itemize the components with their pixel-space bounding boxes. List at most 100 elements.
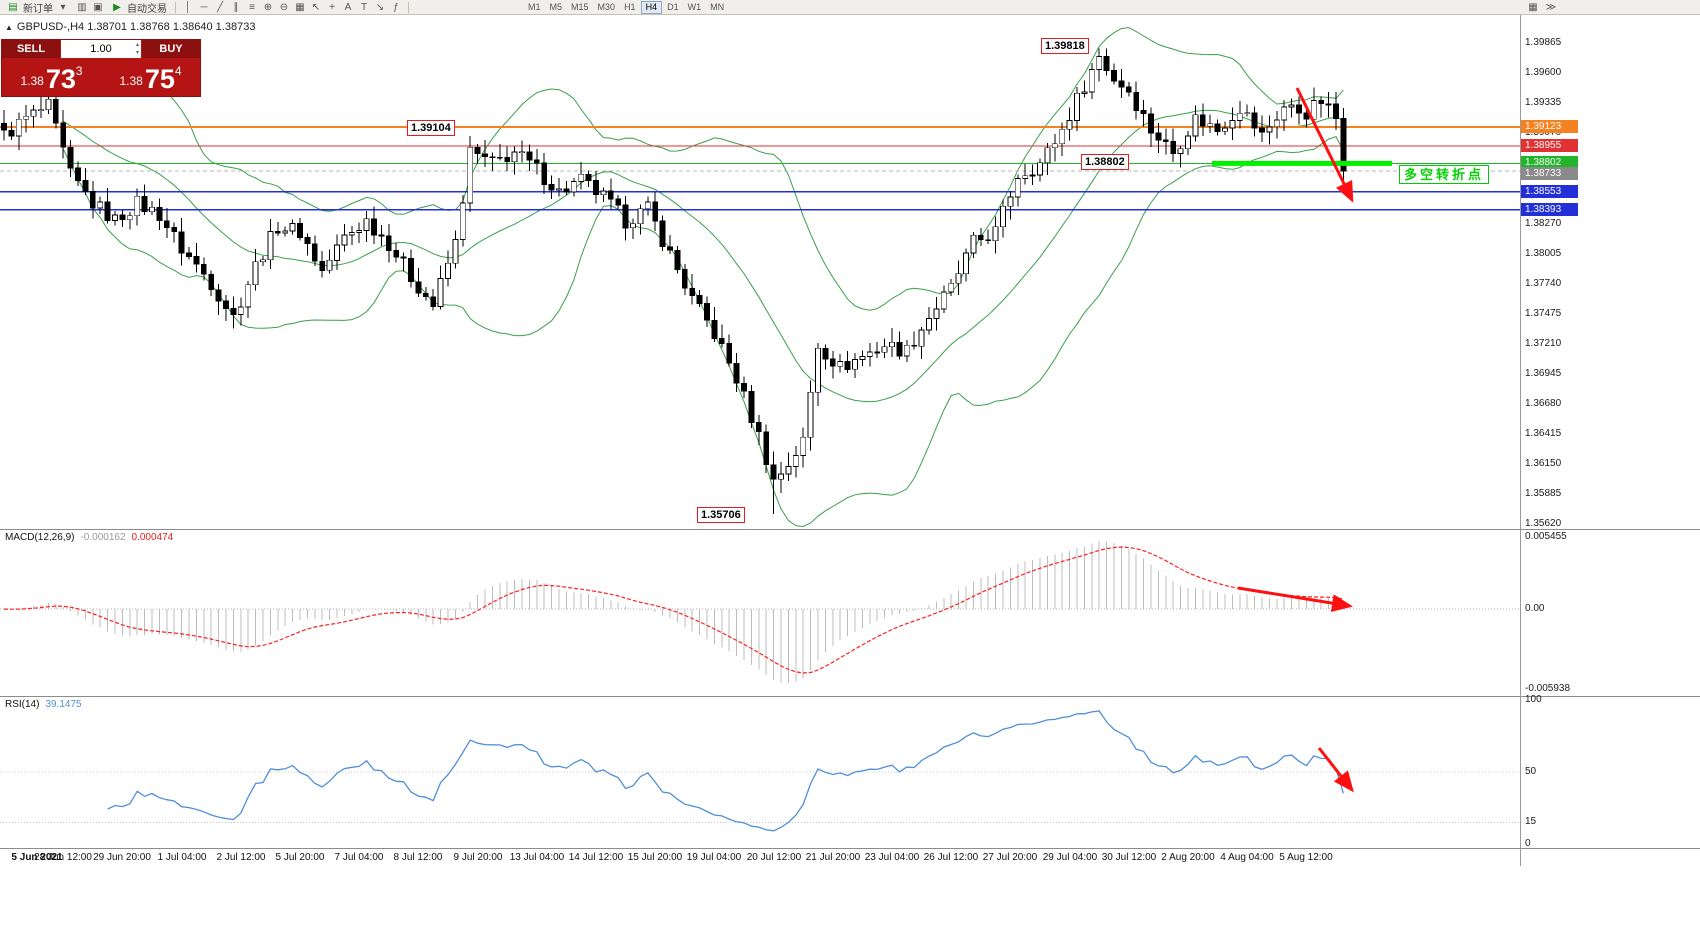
spinner-down-icon[interactable]: ▾ (135, 50, 139, 56)
rsi-axis-label: 100 (1525, 694, 1542, 705)
rsi-header: RSI(14) 39.1475 (5, 699, 82, 710)
time-axis-label: 26 Jul 12:00 (923, 852, 979, 863)
price-axis-label: 1.35620 (1525, 518, 1562, 529)
rsi-label: RSI(14) (5, 699, 40, 710)
lot-size-value: 1.00 (90, 43, 112, 55)
buy-price[interactable]: 1.38 75 4 (101, 58, 200, 96)
macd-main-value: -0.000162 (80, 532, 126, 543)
autotrade-button[interactable]: ▶ 自动交易 (107, 1, 170, 15)
time-axis[interactable]: 5 Jun 2021 28 Jun 12:00 29 Jun 20:00 1 Jul … (0, 848, 1700, 866)
tile-windows-icon[interactable]: ▦ (295, 1, 305, 13)
trendline-icon[interactable]: ╱ (216, 1, 224, 13)
zoom-in-icon[interactable]: ⊕ (263, 1, 273, 13)
macd-panel: MACD(12,26,9) -0.000162 0.000474 0.00545… (0, 529, 1700, 696)
time-axis-label: 5 Jun 2021 (11, 852, 63, 863)
rsi-line (107, 710, 1345, 832)
sell-price-big: 73 (45, 64, 76, 94)
equidistant-channel-icon[interactable]: ∥ (233, 1, 239, 13)
sell-button[interactable]: SELL (2, 40, 60, 58)
candlesticks (1, 48, 1347, 515)
crosshair-icon[interactable]: + (329, 1, 335, 13)
time-axis-label: 4 Aug 04:00 (1220, 852, 1274, 863)
buy-button[interactable]: BUY (142, 40, 200, 58)
profiles-icon[interactable]: ▣ (93, 1, 103, 13)
price-tag: 1.38955 (1521, 139, 1578, 152)
price-chart[interactable] (0, 15, 1520, 529)
indicators-icon[interactable]: ƒ (393, 1, 399, 13)
timeframe-M30[interactable]: M30 (597, 1, 616, 12)
price-axis-label: 1.37740 (1525, 278, 1562, 289)
toolbar-separator (175, 1, 176, 13)
scroll-to-end-icon[interactable]: ≫ (1545, 2, 1557, 13)
chevron-down-icon: ▾ (60, 1, 66, 13)
timeframe-M15[interactable]: M15 (571, 1, 589, 12)
text-icon[interactable]: A (344, 1, 352, 13)
axis-divider (1520, 15, 1521, 866)
price-axis-label: 1.35885 (1525, 488, 1562, 499)
macd-chart[interactable] (0, 530, 1520, 696)
rsi-axis-label: 50 (1525, 766, 1537, 777)
macd-label: MACD(12,26,9) (5, 532, 75, 543)
drawing-tools-group: │ ─ ╱ ∥ ≡ ⊕ ⊖ ▦ ↖ + A T ↘ ƒ (181, 1, 403, 14)
time-axis-label: 29 Jul 04:00 (1042, 852, 1098, 863)
price-axis-label: 1.36680 (1525, 398, 1562, 409)
price-axis-label: 1.38270 (1525, 218, 1562, 229)
timeframe-D1[interactable]: D1 (667, 1, 679, 12)
price-tag: 1.38802 (1521, 156, 1578, 169)
timeframe-M5[interactable]: M5 (549, 1, 563, 12)
spinner-up-icon[interactable]: ▴ (135, 42, 139, 48)
rsi-chart[interactable] (0, 697, 1520, 848)
macd-signal-value: 0.000474 (131, 532, 174, 543)
main-chart-panel: ▲ GBPUSD-,H4 1.38701 1.38768 1.38640 1.3… (0, 15, 1700, 529)
time-axis-label: 7 Jul 04:00 (334, 852, 384, 863)
price-axis-label: 1.37210 (1525, 338, 1562, 349)
vertical-line-icon[interactable]: │ (184, 1, 192, 13)
timeframe-W1[interactable]: W1 (687, 1, 702, 12)
price-axis-label: 1.39600 (1525, 67, 1562, 78)
support-bar (1212, 160, 1392, 166)
ohlc-text: GBPUSD-,H4 1.38701 1.38768 1.38640 1.387… (16, 21, 256, 33)
cursor-icon[interactable]: ↖ (311, 1, 321, 13)
price-annotation[interactable]: 1.39818 (1041, 38, 1089, 54)
macd-header: MACD(12,26,9) -0.000162 0.000474 (5, 532, 173, 543)
dock-panel-icon[interactable]: ▦ (1528, 2, 1538, 13)
macd-axis-label: 0.00 (1525, 603, 1545, 614)
price-tag: 1.38553 (1521, 185, 1578, 198)
price-annotation[interactable]: 1.39104 (407, 120, 455, 136)
one-click-trading-panel: SELL 1.00 ▴ ▾ BUY 1.38 73 3 1.38 75 4 (2, 40, 200, 96)
collapse-one-click-icon[interactable]: ▲ (5, 22, 13, 32)
rsi-axis-label: 0 (1525, 838, 1531, 849)
time-axis-label: 29 Jun 20:00 (93, 852, 151, 863)
sell-price-sup: 3 (75, 64, 83, 78)
text-label-icon[interactable]: T (360, 1, 368, 13)
horizontal-line-icon[interactable]: ─ (200, 1, 208, 13)
arrow-tool-icon[interactable]: ↘ (375, 1, 385, 13)
sell-price[interactable]: 1.38 73 3 (2, 58, 101, 96)
zoom-out-icon[interactable]: ⊖ (279, 1, 289, 13)
new-order-button[interactable]: ▤ 新订单 ▾ (3, 1, 73, 15)
time-axis-label: 2 Aug 20:00 (1161, 852, 1215, 863)
fibonacci-icon[interactable]: ≡ (249, 1, 255, 13)
timeframe-H4[interactable]: H4 (640, 0, 663, 14)
lot-size-input[interactable]: 1.00 ▴ ▾ (61, 40, 141, 58)
time-axis-label: 5 Jul 20:00 (275, 852, 325, 863)
price-axis-label: 1.37475 (1525, 308, 1562, 319)
time-axis-label: 15 Jul 20:00 (627, 852, 683, 863)
turning-point-label[interactable]: 多空转折点 (1399, 165, 1490, 184)
play-icon: ▶ (113, 1, 121, 13)
time-axis-label: 5 Aug 12:00 (1279, 852, 1333, 863)
lot-spinner[interactable]: ▴ ▾ (136, 41, 139, 57)
timeframe-H1[interactable]: H1 (624, 1, 636, 12)
price-annotation[interactable]: 1.38802 (1081, 154, 1129, 170)
time-axis-label: 27 Jul 20:00 (982, 852, 1038, 863)
price-annotation[interactable]: 1.35706 (697, 507, 745, 523)
timeframe-M1[interactable]: M1 (528, 1, 541, 12)
chart-ohlc-info: ▲ GBPUSD-,H4 1.38701 1.38768 1.38640 1.3… (5, 21, 255, 33)
timeframe-MN[interactable]: MN (710, 1, 725, 12)
charts-grid-icon[interactable]: ▥ (77, 1, 87, 13)
price-axis-label: 1.36945 (1525, 368, 1562, 379)
time-axis-label: 19 Jul 04:00 (686, 852, 742, 863)
new-order-label: 新订单 (23, 3, 53, 15)
rsi-axis-label: 15 (1525, 816, 1537, 827)
